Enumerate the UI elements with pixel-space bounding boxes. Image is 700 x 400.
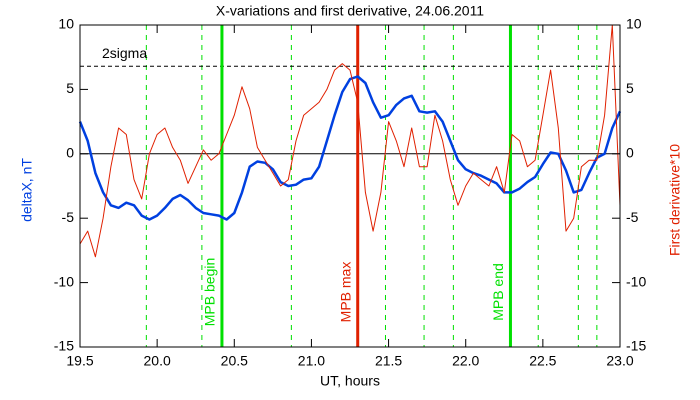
y-tick-label: 10 xyxy=(58,16,74,32)
x-tick-label: 21.0 xyxy=(298,353,325,369)
x-tick-label: 21.5 xyxy=(375,353,402,369)
y-tick-label: -10 xyxy=(54,273,74,289)
x-tick-label: 19.5 xyxy=(66,353,93,369)
plot-frame xyxy=(79,24,621,348)
chart-title: X-variations and first derivative, 24.06… xyxy=(216,3,484,19)
marker-label: MPB max xyxy=(337,262,353,323)
x-tick-label: 23.0 xyxy=(606,353,633,369)
x-tick-label: 22.0 xyxy=(452,353,479,369)
y-axis-label: deltaX, nT xyxy=(19,158,35,222)
series-line xyxy=(78,75,622,221)
y2-tick-label: 10 xyxy=(626,16,642,32)
y-tick-label: -15 xyxy=(54,338,74,354)
y2-tick-label: -10 xyxy=(626,273,646,289)
y2-tick-label: 5 xyxy=(626,80,634,96)
y-tick-label: -5 xyxy=(62,209,75,225)
y2-tick-label: -15 xyxy=(626,338,646,354)
x-tick-label: 22.5 xyxy=(529,353,556,369)
y-tick-label: 0 xyxy=(66,145,74,161)
y-tick-label: 5 xyxy=(66,80,74,96)
sigma-label: 2sigma xyxy=(102,45,147,61)
y2-axis-label: First derivative*10 xyxy=(667,144,683,256)
x-axis-label: UT, hours xyxy=(320,373,380,389)
x-tick-label: 20.0 xyxy=(144,353,171,369)
y2-tick-label: 0 xyxy=(626,145,634,161)
x-tick-label: 20.5 xyxy=(221,353,248,369)
series-line xyxy=(79,24,621,258)
marker-label: MPB begin xyxy=(202,258,218,326)
marker-label: MPB end xyxy=(490,263,506,321)
y2-tick-label: -5 xyxy=(626,209,639,225)
